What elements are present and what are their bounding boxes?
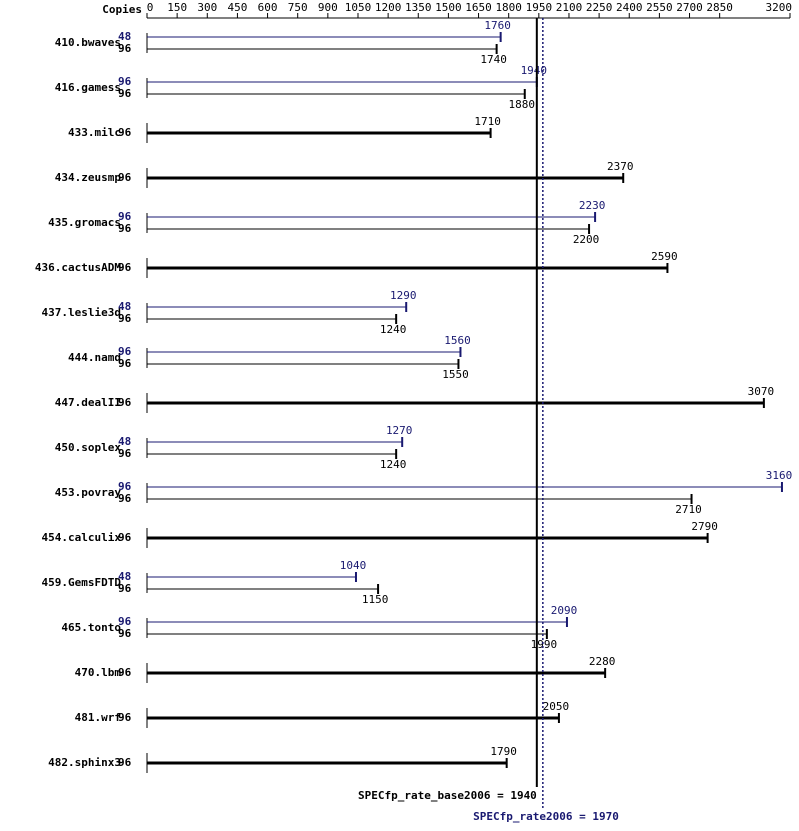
value-label: 2200: [573, 233, 600, 246]
value-label: 3160: [766, 469, 793, 482]
x-tick-label: 300: [197, 1, 217, 14]
x-tick-label: 2850: [706, 1, 733, 14]
copies-header: Copies: [102, 3, 142, 16]
x-tick-label: 1200: [375, 1, 402, 14]
copies-label: 96: [118, 666, 132, 679]
copies-label: 96: [118, 171, 132, 184]
copies-label: 96: [118, 357, 132, 370]
value-label: 2090: [551, 604, 578, 617]
value-label: 1040: [340, 559, 367, 572]
copies-label: 96: [118, 312, 132, 325]
value-label: 1560: [444, 334, 471, 347]
value-label: 1710: [474, 115, 501, 128]
value-label: 2790: [691, 520, 718, 533]
benchmark-label: 450.soplex: [55, 441, 122, 454]
x-tick-label: 2250: [586, 1, 613, 14]
benchmark-label: 453.povray: [55, 486, 122, 499]
x-tick-label: 1800: [495, 1, 522, 14]
value-label: 1990: [531, 638, 558, 651]
benchmark-label: 444.namd: [68, 351, 121, 364]
benchmark-label: 465.tonto: [61, 621, 121, 634]
copies-label: 96: [118, 492, 132, 505]
value-label: 1270: [386, 424, 413, 437]
reference-label: SPECfp_rate2006 = 1970: [473, 810, 619, 823]
x-tick-label: 1350: [405, 1, 432, 14]
x-tick-label: 2100: [556, 1, 583, 14]
copies-label: 96: [118, 711, 132, 724]
x-tick-label: 0: [147, 1, 154, 14]
copies-label: 48: [118, 435, 131, 448]
x-tick-label: 900: [318, 1, 338, 14]
benchmark-label: 410.bwaves: [55, 36, 121, 49]
benchmark-label: 416.gamess: [55, 81, 121, 94]
x-tick-label: 750: [288, 1, 308, 14]
x-tick-label: 1050: [345, 1, 372, 14]
value-label: 2050: [543, 700, 570, 713]
copies-label: 48: [118, 570, 131, 583]
copies-label: 96: [118, 261, 132, 274]
copies-label: 96: [118, 345, 132, 358]
copies-label: 96: [118, 126, 132, 139]
copies-label: 96: [118, 447, 132, 460]
value-label: 3070: [748, 385, 775, 398]
copies-label: 96: [118, 396, 132, 409]
value-label: 1940: [521, 64, 548, 77]
x-tick-label: 1950: [526, 1, 553, 14]
x-tick-label: 150: [167, 1, 187, 14]
copies-label: 96: [118, 615, 132, 628]
value-label: 1240: [380, 323, 407, 336]
value-label: 2370: [607, 160, 634, 173]
copies-label: 96: [118, 627, 132, 640]
value-label: 2230: [579, 199, 606, 212]
copies-label: 96: [118, 480, 132, 493]
benchmark-label: 459.GemsFDTD: [42, 576, 122, 589]
benchmark-label: 447.dealII: [55, 396, 121, 409]
value-label: 2280: [589, 655, 616, 668]
copies-label: 96: [118, 210, 132, 223]
benchmark-label: 470.lbm: [75, 666, 122, 679]
copies-label: 96: [118, 531, 132, 544]
x-tick-label: 600: [258, 1, 278, 14]
copies-label: 96: [118, 222, 132, 235]
copies-label: 48: [118, 300, 131, 313]
x-tick-label: 2550: [646, 1, 673, 14]
copies-label: 96: [118, 582, 132, 595]
copies-label: 96: [118, 756, 132, 769]
x-tick-label: 2400: [616, 1, 643, 14]
benchmark-label: 482.sphinx3: [48, 756, 121, 769]
benchmark-label: 481.wrf: [75, 711, 121, 724]
value-label: 1290: [390, 289, 417, 302]
copies-label: 96: [118, 87, 132, 100]
benchmark-label: 437.leslie3d: [42, 306, 121, 319]
copies-label: 48: [118, 30, 131, 43]
benchmark-label: 433.milc: [68, 126, 121, 139]
value-label: 1790: [490, 745, 517, 758]
value-label: 1550: [442, 368, 469, 381]
value-label: 1240: [380, 458, 407, 471]
x-tick-label: 1500: [435, 1, 462, 14]
value-label: 1880: [509, 98, 536, 111]
value-label: 2590: [651, 250, 678, 263]
value-label: 1740: [480, 53, 507, 66]
reference-label: SPECfp_rate_base2006 = 1940: [358, 789, 537, 802]
value-label: 2710: [675, 503, 702, 516]
value-label: 1760: [484, 19, 511, 32]
benchmark-label: 454.calculix: [42, 531, 122, 544]
value-label: 1150: [362, 593, 389, 606]
benchmark-label: 435.gromacs: [48, 216, 121, 229]
x-tick-label: 450: [227, 1, 247, 14]
benchmark-label: 434.zeusmp: [55, 171, 122, 184]
x-tick-label: 2700: [676, 1, 703, 14]
benchmark-label: 436.cactusADM: [35, 261, 121, 274]
copies-label: 96: [118, 75, 132, 88]
x-tick-label: 3200: [766, 1, 793, 14]
copies-label: 96: [118, 42, 132, 55]
x-tick-label: 1650: [465, 1, 492, 14]
